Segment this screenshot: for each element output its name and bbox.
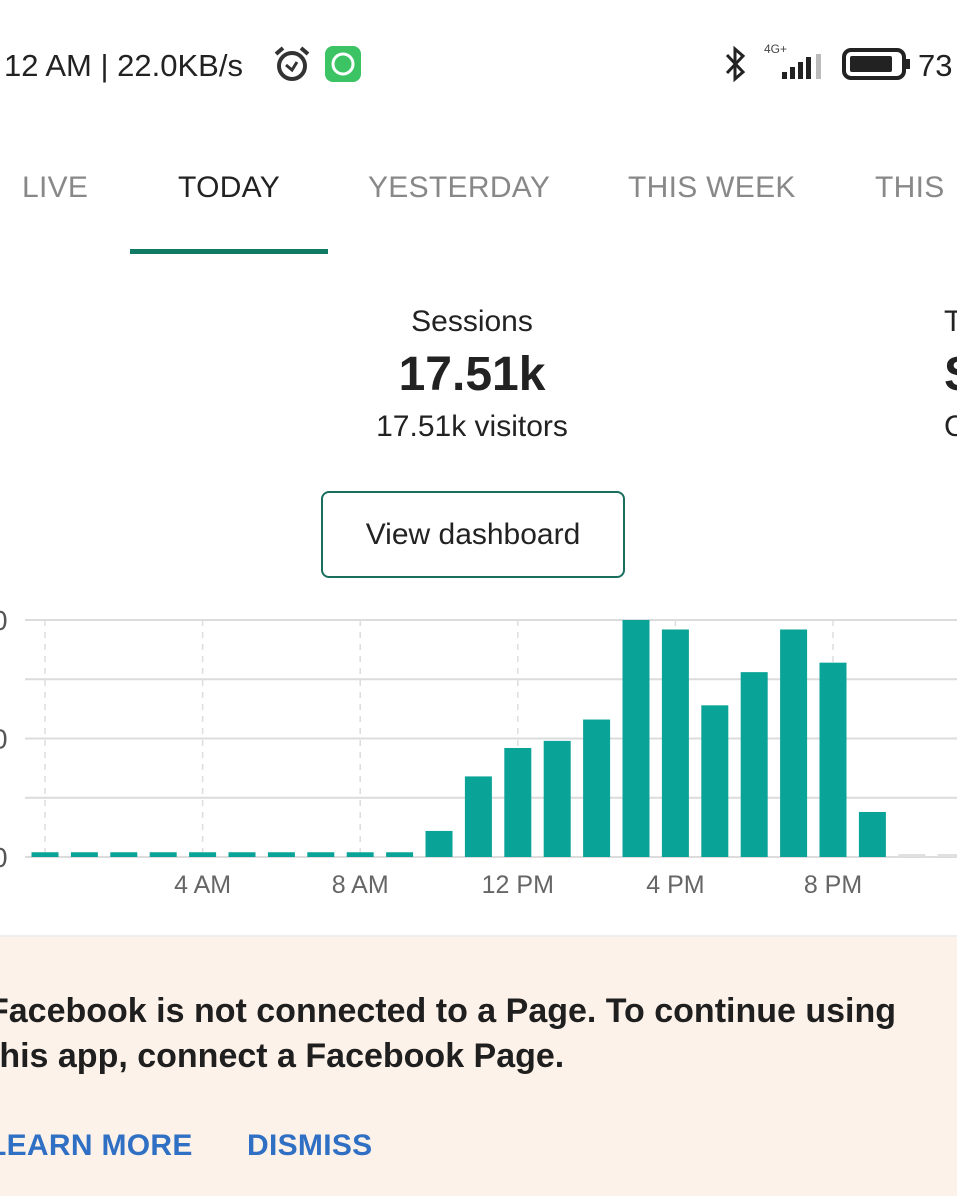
metric-label: Sessions: [411, 305, 533, 338]
tab-yesterday[interactable]: YESTERDAY: [368, 171, 551, 204]
x-tick-label: 8 AM: [332, 871, 389, 899]
bar: [425, 830, 453, 857]
bar: [31, 852, 59, 857]
bar: [898, 854, 926, 857]
bar: [464, 776, 492, 857]
bar: [740, 672, 768, 857]
facebook-warning-banner: Facebook is not connected to a Page. To …: [0, 935, 957, 1196]
bar: [937, 854, 957, 857]
y-tick-label: 0: [0, 842, 8, 873]
bar: [228, 852, 256, 857]
bar: [661, 629, 689, 857]
banner-message: Facebook is not connected to a Page. To …: [0, 992, 897, 1075]
bar: [149, 852, 177, 857]
metric-value: S: [944, 347, 957, 402]
dismiss-button[interactable]: DISMISS: [247, 1129, 373, 1162]
x-tick-label: 4 AM: [174, 871, 231, 899]
tab-live[interactable]: LIVE: [22, 171, 89, 204]
bar: [701, 705, 729, 857]
bar: [819, 662, 847, 857]
network-type: 4G+: [764, 42, 788, 56]
x-tick-label: 8 PM: [804, 871, 862, 899]
status-time-speed: 12 AM | 22.0KB/s: [4, 48, 243, 83]
next-metric[interactable]: T S C: [944, 305, 957, 444]
status-bar: 12 AM | 22.0KB/s 4G+ 73: [0, 40, 957, 90]
metric-sub: 17.51k visitors: [376, 410, 568, 443]
signal-icon: [782, 54, 821, 79]
metric-sub: C: [944, 410, 957, 443]
sessions-chart: 0 0 0 4 AM 8 AM 12 PM 4 PM 8 PM: [0, 605, 957, 899]
bar: [583, 719, 611, 857]
bar: [110, 852, 138, 857]
bar: [70, 852, 98, 857]
bar: [622, 620, 650, 857]
x-tick-label: 4 PM: [646, 871, 704, 899]
active-tab-indicator: [130, 249, 328, 254]
bar: [386, 852, 414, 857]
sessions-metric[interactable]: Sessions 17.51k 17.51k visitors: [322, 305, 622, 444]
bar: [267, 852, 295, 857]
x-tick-label: 12 PM: [482, 871, 554, 899]
learn-more-button[interactable]: LEARN MORE: [0, 1129, 193, 1162]
bar: [189, 852, 217, 857]
bar: [346, 852, 374, 857]
alarm-icon: [274, 46, 310, 81]
period-tabs: LIVE TODAY YESTERDAY THIS WEEK THIS: [0, 165, 957, 255]
battery-icon: [842, 48, 910, 80]
bar: [307, 852, 335, 857]
bar: [858, 811, 886, 857]
view-dashboard-button[interactable]: View dashboard: [321, 491, 625, 578]
tab-this-month[interactable]: THIS: [875, 171, 945, 204]
tab-this-week[interactable]: THIS WEEK: [628, 171, 796, 204]
bar: [543, 740, 571, 857]
metric-value: 17.51k: [398, 348, 546, 401]
metric-label: T: [944, 305, 957, 338]
tab-today[interactable]: TODAY: [178, 171, 281, 204]
bar: [780, 629, 808, 857]
y-tick-label: 0: [0, 605, 8, 636]
bar: [504, 747, 532, 857]
y-tick-label: 0: [0, 724, 8, 755]
whatsapp-icon: [325, 46, 361, 82]
battery-level: 73: [918, 48, 953, 83]
bluetooth-icon: [725, 45, 746, 83]
